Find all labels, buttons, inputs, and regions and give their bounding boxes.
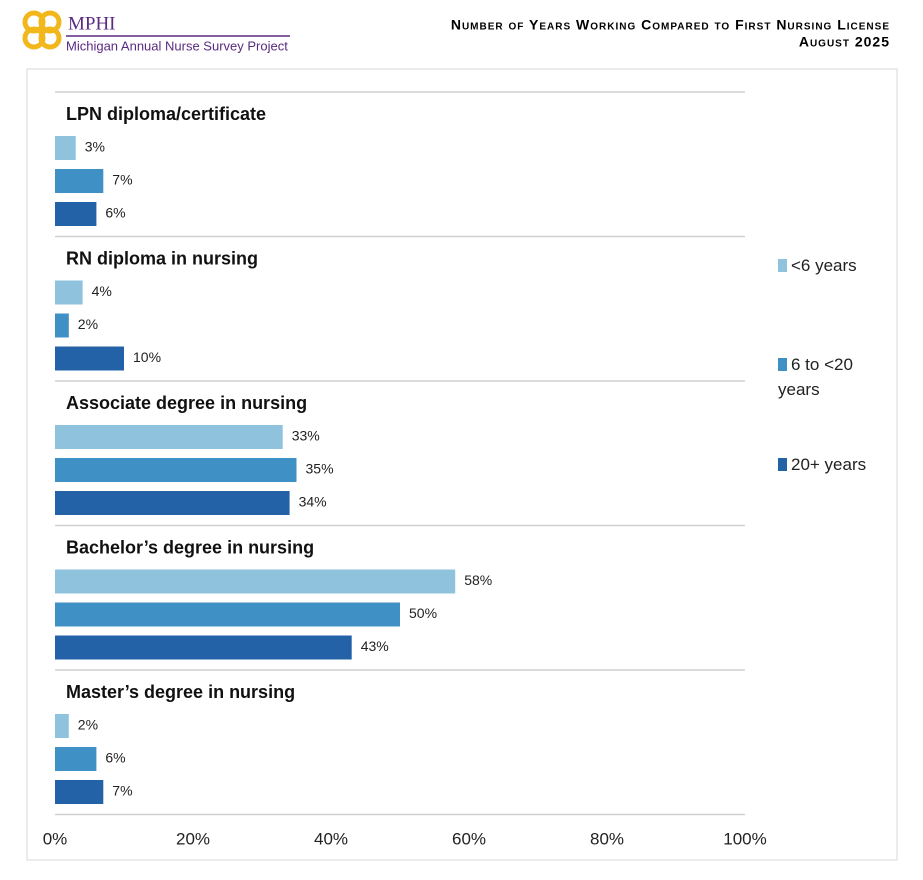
bar xyxy=(55,635,352,660)
bar xyxy=(55,458,297,482)
value-label: 58% xyxy=(464,572,492,588)
logo xyxy=(22,10,62,50)
chart-frame xyxy=(26,68,898,861)
chart-title: Number of Years Working Compared to Firs… xyxy=(451,17,890,33)
bar xyxy=(55,136,76,160)
legend-item: 6 to <20 years xyxy=(778,352,878,402)
value-label: 43% xyxy=(361,638,389,654)
chart-subtitle: August 2025 xyxy=(799,34,890,50)
value-label: 7% xyxy=(112,172,132,188)
bar xyxy=(55,491,290,515)
bar xyxy=(55,346,124,371)
legend-item: <6 years xyxy=(778,253,878,278)
category-label: LPN diploma/certificate xyxy=(66,104,266,124)
value-label: 2% xyxy=(78,316,98,332)
value-label: 2% xyxy=(78,717,98,733)
bar xyxy=(55,747,97,771)
category-label: Master’s degree in nursing xyxy=(66,682,295,702)
bar xyxy=(55,602,400,627)
x-tick-label: 60% xyxy=(452,829,486,848)
bar xyxy=(55,569,456,594)
value-label: 10% xyxy=(133,349,161,365)
legend-swatch xyxy=(778,259,787,272)
x-tick-label: 0% xyxy=(43,829,68,848)
value-label: 33% xyxy=(292,428,320,444)
x-tick-label: 80% xyxy=(590,829,624,848)
x-tick-label: 20% xyxy=(176,829,210,848)
bar xyxy=(55,202,97,226)
logo-text: MPHI xyxy=(68,13,116,34)
value-label: 6% xyxy=(105,205,125,221)
category-label: Bachelor’s degree in nursing xyxy=(66,537,314,557)
value-label: 35% xyxy=(306,461,334,477)
value-label: 50% xyxy=(409,605,437,621)
value-label: 4% xyxy=(92,283,112,299)
legend-label: 20+ years xyxy=(791,455,867,474)
value-label: 34% xyxy=(299,494,327,510)
bar xyxy=(55,280,83,305)
x-tick-label: 40% xyxy=(314,829,348,848)
bar xyxy=(55,169,104,193)
bar xyxy=(55,425,283,449)
x-tick-label: 100% xyxy=(723,829,766,848)
bar xyxy=(55,313,69,338)
project-name: Michigan Annual Nurse Survey Project xyxy=(66,38,288,53)
category-label: Associate degree in nursing xyxy=(66,393,307,413)
legend-label: 6 to <20 years xyxy=(778,355,853,399)
value-label: 3% xyxy=(85,139,105,155)
category-label: RN diploma in nursing xyxy=(66,248,258,268)
bar xyxy=(55,780,104,804)
value-label: 7% xyxy=(112,783,132,799)
bar xyxy=(55,714,69,738)
legend-item: 20+ years xyxy=(778,452,878,477)
legend-swatch xyxy=(778,358,787,371)
value-label: 6% xyxy=(105,750,125,766)
legend-swatch xyxy=(778,458,787,471)
legend-label: <6 years xyxy=(791,256,857,275)
